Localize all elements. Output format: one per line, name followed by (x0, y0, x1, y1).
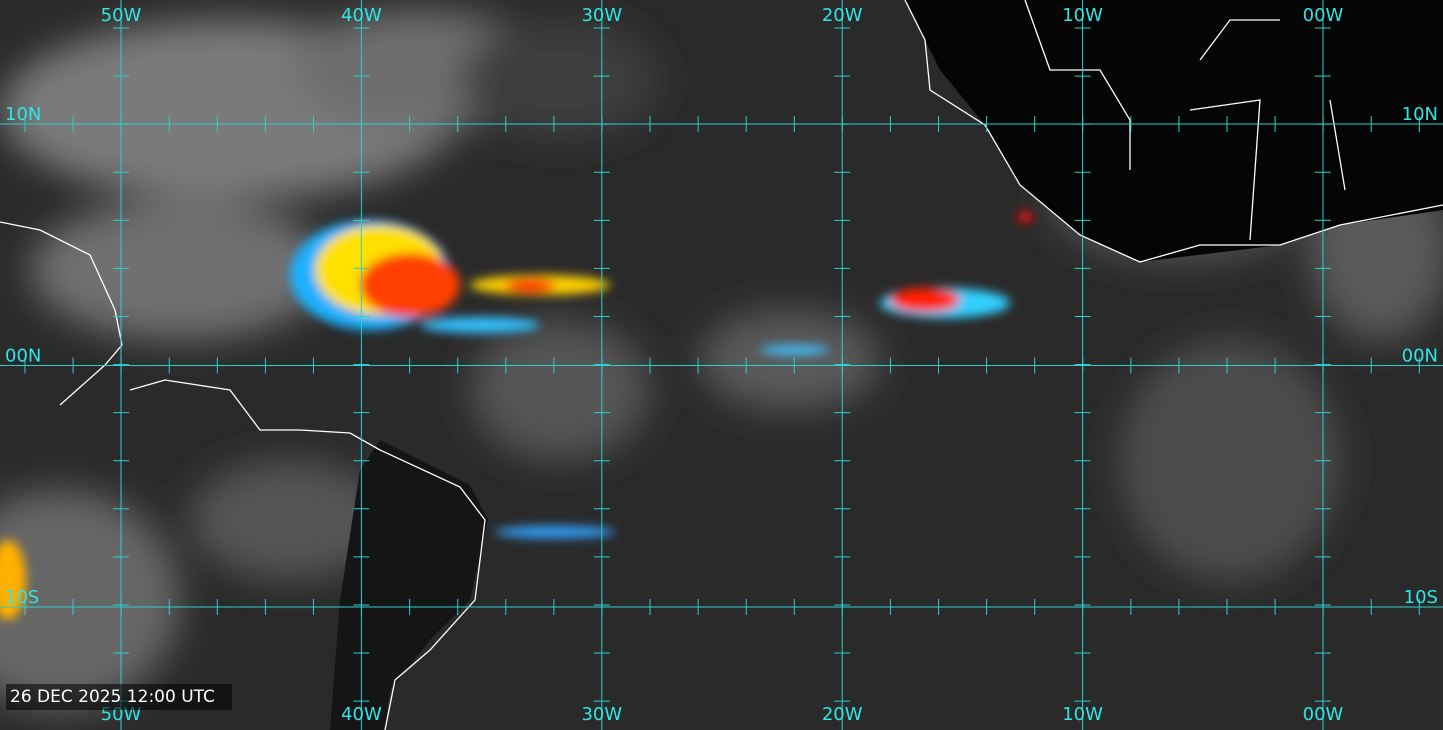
cloud (0, 490, 180, 710)
cloud (700, 310, 880, 410)
convection (420, 317, 540, 333)
brazil-land (330, 440, 488, 730)
longitude-label-top: 20W (822, 5, 863, 26)
latitude-label-right: 10S (1404, 587, 1438, 608)
latitude-label-right: 10N (1402, 104, 1438, 125)
convection (495, 526, 615, 538)
longitude-label-bottom: 40W (341, 704, 382, 725)
longitude-label-bottom: 30W (581, 704, 622, 725)
longitude-label-top: 30W (581, 5, 622, 26)
latitude-label-left: 10N (5, 104, 41, 125)
convection-layer (0, 211, 1033, 620)
africa-land (905, 0, 1443, 262)
africa-coast (904, 0, 1443, 263)
latitude-label-right: 00N (1402, 346, 1438, 367)
cloud (460, 20, 660, 140)
africa-borders (1024, 0, 1346, 241)
longitude-label-bottom: 20W (822, 704, 863, 725)
longitude-label-top: 00W (1303, 5, 1344, 26)
longitude-label-bottom: 10W (1062, 704, 1103, 725)
timestamp-background (6, 684, 232, 710)
longitude-label-bottom: 00W (1303, 704, 1344, 725)
convection (890, 288, 960, 312)
cloud (1120, 340, 1340, 580)
convection (360, 253, 460, 317)
timestamp: 26 DEC 2025 12:00 UTC (10, 687, 215, 707)
convection (0, 540, 26, 620)
cloud (470, 320, 650, 460)
longitude-label-top: 10W (1062, 5, 1103, 26)
cloud (30, 200, 330, 340)
convection (1017, 211, 1033, 223)
longitude-label-top: 40W (341, 5, 382, 26)
convection (760, 345, 830, 355)
convection (505, 279, 555, 293)
latitude-label-left: 10S (5, 587, 39, 608)
latitude-label-left: 00N (5, 346, 41, 367)
cloud (190, 460, 390, 580)
longitude-label-top: 50W (101, 5, 142, 26)
